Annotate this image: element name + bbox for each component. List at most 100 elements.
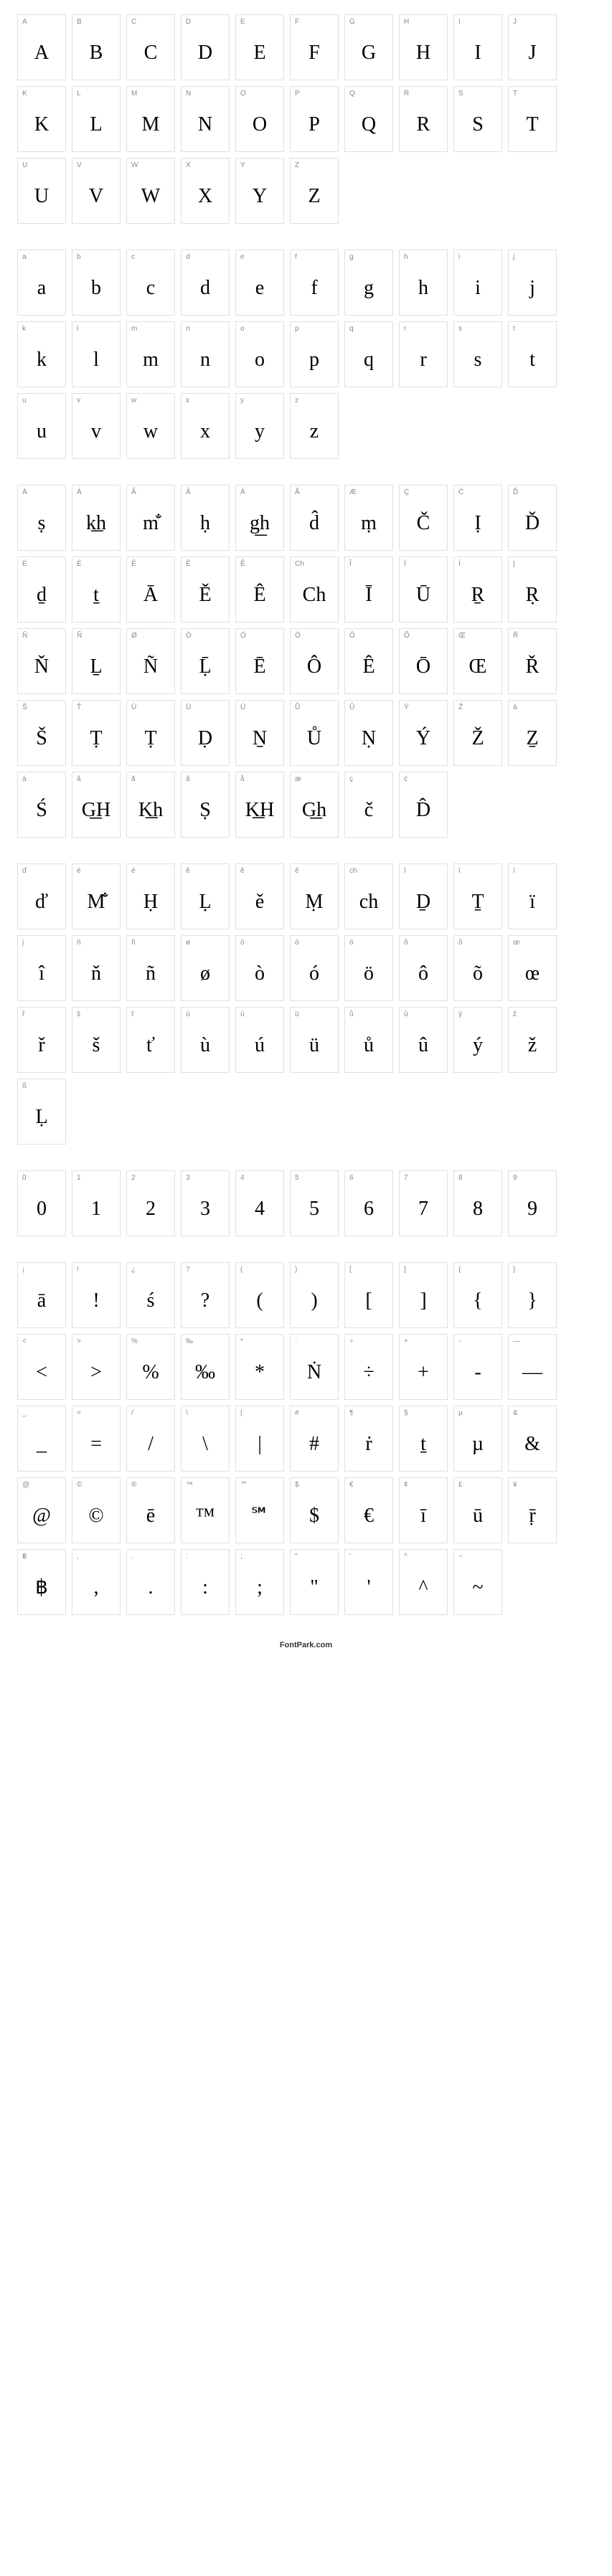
glyph-codepoint-label: g (345, 250, 392, 266)
glyph-sample: Š (18, 716, 65, 765)
glyph-codepoint-label: V (72, 158, 120, 174)
glyph-cell: ŒŒ (453, 628, 502, 694)
glyph-sample: T (509, 103, 556, 151)
glyph-cell: AA (17, 14, 66, 80)
glyph-codepoint-label: j (509, 250, 556, 266)
glyph-codepoint-label: p (291, 322, 338, 338)
glyph-cell: ÙṬ (126, 700, 175, 766)
glyph-cell: ŽŽ (453, 700, 502, 766)
glyph-codepoint-label: - (454, 1335, 502, 1350)
glyph-cell: ‰‰ (181, 1334, 230, 1400)
glyph-sample: Ž (454, 716, 502, 765)
glyph-sample: Ḷ (182, 880, 229, 929)
glyph-section-uppercase: AABBCCDDEEFFGGHHIIJJKKLLMMNNOOPPQQRRSSTT… (17, 14, 595, 224)
glyph-sample: Ā (127, 573, 174, 622)
glyph-codepoint-label: Ď (509, 486, 556, 501)
glyph-cell: €€ (344, 1477, 393, 1543)
glyph-sample: M (127, 103, 174, 151)
glyph-sample: & (509, 1422, 556, 1471)
glyph-sample: Ḹ (182, 645, 229, 693)
glyph-cell: zz (290, 393, 339, 459)
glyph-cell: ,, (72, 1549, 121, 1615)
glyph-cell: SS (453, 86, 502, 152)
glyph-cell: kk (17, 321, 66, 387)
glyph-sample: ň (72, 952, 120, 1000)
glyph-codepoint-label: ů (345, 1008, 392, 1023)
glyph-cell: hh (399, 250, 448, 316)
glyph-cell: xx (181, 393, 230, 459)
glyph-codepoint-label: . (127, 1550, 174, 1566)
glyph-codepoint-label: c (127, 250, 174, 266)
glyph-sample: @ (18, 1494, 65, 1543)
glyph-codepoint-label: R (400, 87, 447, 103)
glyph-sample: Ň (18, 645, 65, 693)
glyph-sample: [ (345, 1279, 392, 1327)
glyph-cell: FF (290, 14, 339, 80)
glyph-sample: € (345, 1494, 392, 1543)
glyph-codepoint-label: S (454, 87, 502, 103)
glyph-codepoint-label: ^ (400, 1550, 447, 1566)
glyph-codepoint-label: ï (454, 864, 502, 880)
glyph-sample: Ṛ (509, 573, 556, 622)
glyph-codepoint-label: w (127, 394, 174, 409)
glyph-cell: OO (235, 86, 284, 152)
glyph-cell: îḎ (399, 863, 448, 929)
glyph-cell: öö (344, 935, 393, 1001)
glyph-sample: $ (291, 1494, 338, 1543)
glyph-sample: Ď (509, 501, 556, 550)
glyph-codepoint-label: é (127, 864, 174, 880)
glyph-cell: __ (17, 1406, 66, 1472)
glyph-cell: ůů (344, 1007, 393, 1073)
glyph-codepoint-label: ¢ (400, 1478, 447, 1494)
glyph-cell: ÜṈ (235, 700, 284, 766)
glyph-codepoint-label: ň (72, 936, 120, 952)
glyph-cell: řř (17, 1007, 66, 1073)
glyph-cell: 66 (344, 1170, 393, 1236)
glyph-sample: Ū (400, 573, 447, 622)
glyph-sample: ; (236, 1566, 283, 1614)
glyph-cell: ZZ (290, 158, 339, 224)
glyph-codepoint-label: + (400, 1335, 447, 1350)
glyph-map-page: AABBCCDDEEFFGGHHIIJJKKLLMMNNOOPPQQRRSSTT… (0, 0, 612, 1678)
glyph-codepoint-label: M (127, 87, 174, 103)
glyph-sample: / (127, 1422, 174, 1471)
glyph-cell: ĎĎ (508, 485, 557, 551)
glyph-sample: Ẕ (509, 716, 556, 765)
glyph-codepoint-label: Ï (400, 557, 447, 573)
glyph-codepoint-label: r (400, 322, 447, 338)
glyph-cell: ## (290, 1406, 339, 1472)
glyph-sample: ś (127, 1279, 174, 1327)
glyph-sample: 8 (454, 1187, 502, 1236)
glyph-sample: " (291, 1566, 338, 1614)
glyph-cell: ØÑ (126, 628, 175, 694)
glyph-sample: Ṅ (291, 1350, 338, 1399)
glyph-sample: ṯ (400, 1422, 447, 1471)
glyph-cell: ** (235, 1334, 284, 1400)
glyph-sample: a (18, 266, 65, 315)
glyph-sample: ě (236, 880, 283, 929)
glyph-cell: qq (344, 321, 393, 387)
glyph-cell: UU (17, 158, 66, 224)
glyph-sample: F (291, 31, 338, 80)
glyph-cell: ww (126, 393, 175, 459)
glyph-sample: { (454, 1279, 502, 1327)
glyph-cell: -- (453, 1334, 502, 1400)
glyph-cell: õõ (453, 935, 502, 1001)
glyph-sample: H (400, 31, 447, 80)
glyph-sample: < (18, 1350, 65, 1399)
glyph-sample: ‰ (182, 1350, 229, 1399)
glyph-sample: # (291, 1422, 338, 1471)
glyph-cell: Àṣ (17, 485, 66, 551)
glyph-codepoint-label: Ã (127, 486, 174, 501)
glyph-cell: .. (126, 1549, 175, 1615)
glyph-cell: ?? (181, 1262, 230, 1328)
glyph-cell: mm (126, 321, 175, 387)
glyph-sample: k͟h (72, 501, 120, 550)
glyph-sample: Ś (18, 788, 65, 837)
glyph-sample: Ḥ (127, 880, 174, 929)
glyph-codepoint-label: # (291, 1406, 338, 1422)
glyph-cell: òò (235, 935, 284, 1001)
glyph-section-digits: 00112233445566778899 (17, 1170, 595, 1236)
glyph-sample: * (236, 1350, 283, 1399)
glyph-cell: ÷÷ (344, 1334, 393, 1400)
